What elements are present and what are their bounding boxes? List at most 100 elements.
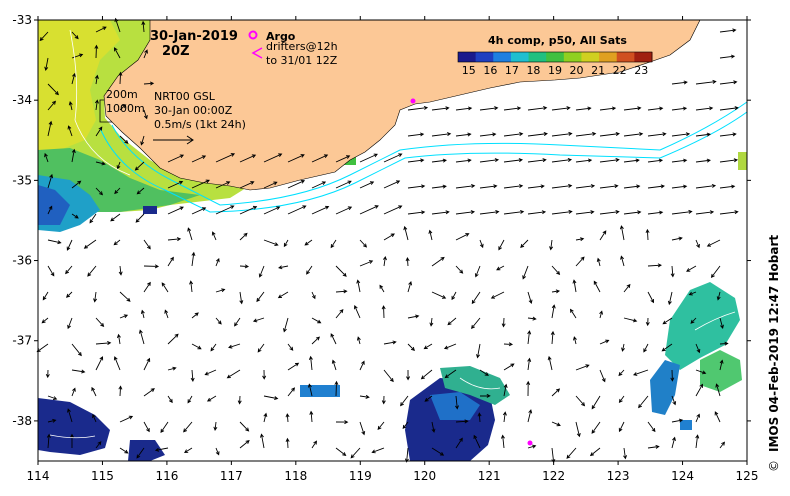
current-arrow bbox=[42, 291, 49, 301]
current-arrow bbox=[661, 343, 673, 352]
current-arrow bbox=[647, 444, 660, 449]
current-arrow bbox=[455, 184, 476, 189]
current-arrow bbox=[479, 239, 484, 249]
current-arrow bbox=[71, 148, 76, 163]
sst-patch-small-2 bbox=[300, 385, 340, 397]
current-arrow bbox=[335, 289, 348, 294]
lon-tick-label: 117 bbox=[220, 469, 243, 483]
current-arrow bbox=[350, 447, 361, 459]
colorbar-tick-label: 19 bbox=[548, 64, 562, 77]
current-arrow bbox=[262, 369, 267, 380]
current-arrow bbox=[143, 49, 148, 59]
current-arrow bbox=[575, 158, 593, 163]
copyright-symbol: © bbox=[767, 460, 781, 472]
current-arrow bbox=[215, 205, 235, 215]
current-arrow bbox=[407, 314, 420, 319]
current-arrow bbox=[647, 184, 665, 189]
current-arrow bbox=[599, 369, 606, 383]
current-arrow bbox=[67, 408, 73, 423]
current-arrow bbox=[503, 132, 524, 137]
current-arrow bbox=[647, 421, 656, 433]
colorbar bbox=[457, 51, 653, 63]
current-arrow bbox=[719, 184, 736, 189]
current-arrow bbox=[353, 304, 361, 319]
current-arrow bbox=[356, 279, 361, 293]
current-arrow bbox=[309, 410, 314, 423]
current-arrow bbox=[191, 155, 207, 163]
current-arrow bbox=[71, 343, 82, 357]
current-arrow bbox=[551, 131, 573, 137]
current-arrow bbox=[599, 131, 620, 137]
current-arrow bbox=[715, 383, 721, 397]
current-arrow bbox=[187, 227, 193, 241]
current-arrow bbox=[95, 317, 105, 327]
current-arrow bbox=[527, 210, 547, 215]
current-arrow bbox=[359, 181, 375, 189]
current-arrow bbox=[599, 310, 604, 319]
current-arrow bbox=[263, 239, 279, 246]
current-arrow bbox=[143, 421, 150, 433]
current-arrow bbox=[383, 340, 397, 345]
argo-float-1 bbox=[410, 98, 416, 104]
current-arrow bbox=[407, 343, 415, 351]
current-arrow bbox=[599, 210, 620, 215]
sst-contour-4 bbox=[49, 434, 96, 439]
current-arrow bbox=[330, 333, 337, 345]
map-frame bbox=[37, 19, 748, 462]
current-arrow bbox=[213, 421, 218, 431]
current-arrow bbox=[706, 239, 721, 247]
current-arrow bbox=[311, 336, 320, 345]
sst-patch-small-5 bbox=[680, 420, 692, 430]
current-arrow bbox=[335, 309, 344, 319]
colorbar-tick-label: 15 bbox=[462, 64, 476, 77]
current-arrow bbox=[71, 180, 82, 189]
current-arrow bbox=[87, 265, 97, 277]
sst-patch-east-green bbox=[700, 350, 742, 392]
current-arrow bbox=[215, 181, 231, 189]
current-arrow bbox=[407, 132, 425, 137]
latitude-axis: -33 -34 -35 -36 -37 -38 bbox=[12, 13, 751, 428]
current-arrow bbox=[455, 106, 473, 111]
current-arrow bbox=[187, 395, 193, 404]
current-arrow bbox=[431, 421, 436, 433]
current-arrow bbox=[569, 308, 577, 319]
isobath-label-leader bbox=[99, 99, 112, 123]
current-arrow bbox=[47, 120, 53, 137]
current-arrow bbox=[381, 395, 386, 405]
current-arrow bbox=[287, 154, 305, 163]
current-arrow bbox=[671, 418, 684, 423]
current-arrow bbox=[503, 158, 523, 163]
current-arrow bbox=[143, 239, 151, 250]
current-arrow bbox=[67, 125, 73, 137]
current-arrow bbox=[138, 329, 145, 345]
current-arrow bbox=[206, 395, 217, 402]
current-arrow bbox=[695, 369, 707, 375]
current-arrow bbox=[46, 433, 51, 449]
current-arrow bbox=[695, 434, 700, 449]
current-arrow bbox=[371, 447, 385, 454]
current-arrow bbox=[550, 330, 555, 345]
current-arrow bbox=[263, 412, 268, 423]
current-arrow bbox=[647, 263, 662, 268]
current-arrow bbox=[719, 132, 737, 137]
current-arrow bbox=[719, 359, 724, 371]
current-arrow bbox=[252, 317, 265, 323]
current-arrow bbox=[431, 291, 447, 299]
current-arrow bbox=[503, 363, 515, 371]
current-arrow bbox=[695, 413, 701, 423]
current-arrow bbox=[191, 343, 202, 350]
current-arrow bbox=[263, 153, 283, 163]
current-arrow bbox=[479, 210, 500, 215]
current-arrow bbox=[420, 369, 433, 380]
colorbar-outline bbox=[457, 51, 653, 63]
current-arrow bbox=[143, 109, 148, 120]
current-arrow bbox=[527, 330, 532, 345]
current-arrow bbox=[257, 343, 265, 353]
current-arrow bbox=[623, 447, 628, 460]
colorbar-tick-label: 16 bbox=[483, 64, 497, 77]
current-arrow bbox=[551, 265, 561, 276]
current-arrow bbox=[113, 239, 121, 246]
current-arrow bbox=[65, 291, 73, 298]
current-arrow bbox=[239, 264, 250, 269]
current-arrow bbox=[92, 413, 97, 423]
